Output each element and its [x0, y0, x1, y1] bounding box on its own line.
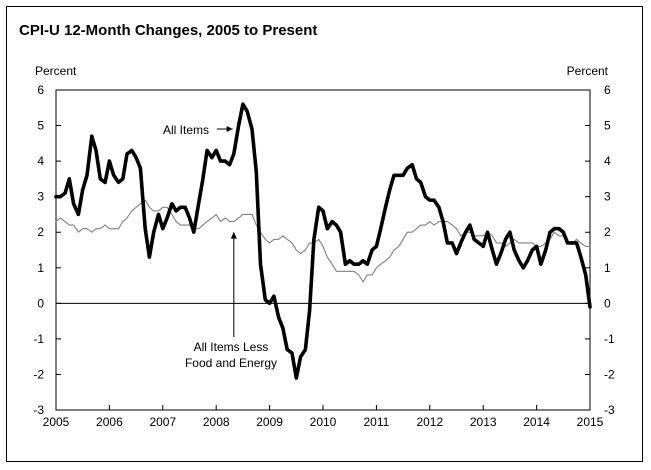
- x-tick-label: 2010: [310, 415, 337, 429]
- y-tick-label-right: 6: [604, 83, 611, 97]
- x-tick-label: 2015: [577, 415, 604, 429]
- y-tick-label-left: -3: [33, 403, 44, 417]
- x-tick-label: 2013: [470, 415, 497, 429]
- x-tick-label: 2011: [363, 415, 389, 429]
- x-tick-label: 2005: [43, 415, 70, 429]
- y-tick-label-right: 4: [604, 154, 611, 168]
- plot-area-border: [55, 89, 591, 411]
- y-axis-label-left: Percent: [35, 64, 77, 78]
- series-layer: [54, 102, 592, 380]
- y-axis-label-right: Percent: [567, 64, 609, 78]
- x-tick-label: 2007: [149, 415, 176, 429]
- y-tick-label-right: 0: [604, 296, 611, 310]
- y-tick-label-left: 6: [37, 83, 44, 97]
- annotation-all-items: All Items: [163, 123, 209, 137]
- annotation-arrowhead: [226, 126, 233, 132]
- chart-title: CPI-U 12-Month Changes, 2005 to Present: [19, 22, 318, 39]
- y-tick-label-left: 5: [37, 119, 44, 133]
- y-tick-label-right: -3: [604, 403, 615, 417]
- annotation-core-label-line: Food and Energy: [185, 356, 277, 370]
- x-tick-label: 2008: [203, 415, 230, 429]
- x-tick-label: 2006: [96, 415, 123, 429]
- y-tick-label-right: 2: [604, 225, 611, 239]
- x-tick-label: 2009: [256, 415, 283, 429]
- y-tick-label-left: 0: [37, 296, 44, 310]
- x-tick-label: 2014: [523, 415, 550, 429]
- y-tick-label-right: -1: [604, 332, 615, 346]
- annotation-arrowhead: [230, 231, 237, 239]
- y-tick-label-right: 3: [604, 190, 611, 204]
- y-tick-label-left: 1: [37, 261, 44, 275]
- chart-frame: [6, 6, 643, 462]
- annotation-core-label-line: All Items Less: [194, 340, 269, 354]
- y-tick-label-right: 1: [604, 261, 611, 275]
- y-tick-label-left: 2: [37, 225, 44, 239]
- series-line-all-items: [54, 102, 592, 380]
- annotation-layer: All Items All Items Less Food and Energy: [163, 123, 277, 370]
- y-tick-label-right: 5: [604, 119, 611, 133]
- y-tick-label-left: -2: [33, 367, 44, 381]
- series-line-core: [55, 199, 591, 283]
- x-tick-label: 2012: [416, 415, 443, 429]
- y-tick-label-left: -1: [33, 332, 44, 346]
- y-tick-label-right: -2: [604, 367, 615, 381]
- y-tick-label-left: 3: [37, 190, 44, 204]
- y-tick-label-left: 4: [37, 154, 44, 168]
